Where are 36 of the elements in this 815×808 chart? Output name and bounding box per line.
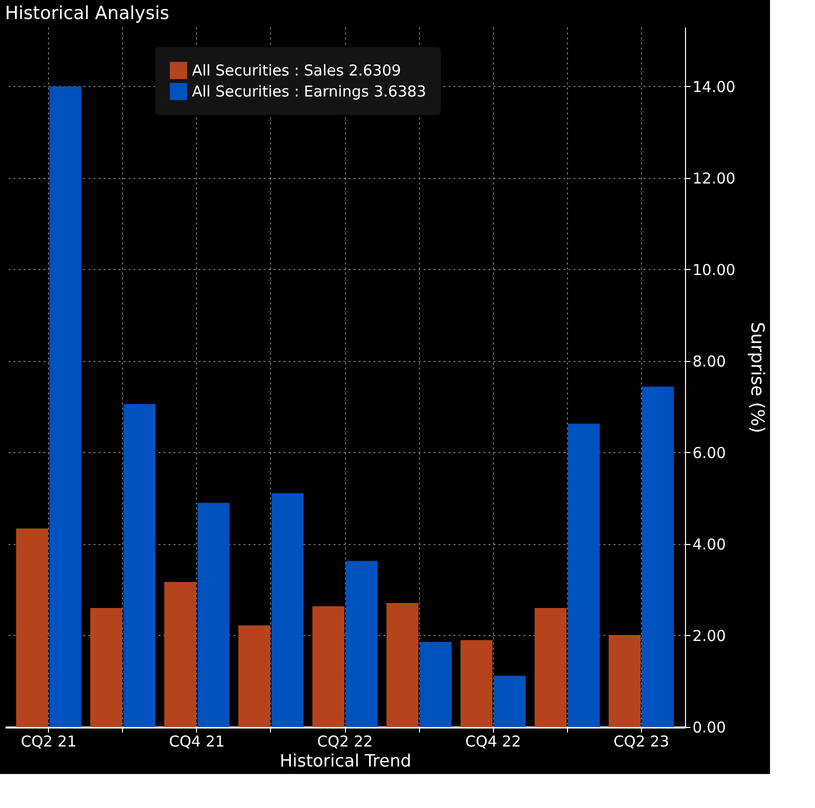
bar <box>568 424 600 727</box>
x-tick-label: CQ2 23 <box>613 732 670 750</box>
bar <box>346 560 378 727</box>
y-tick-label: 8.00 <box>692 352 726 370</box>
bar <box>608 635 641 727</box>
bar <box>642 386 674 727</box>
bar <box>312 606 344 727</box>
bar <box>49 86 82 727</box>
bar <box>534 608 567 727</box>
bar <box>16 528 48 727</box>
bar <box>272 493 304 727</box>
bar <box>198 502 230 727</box>
x-tick-label: CQ2 22 <box>317 732 373 750</box>
bar <box>238 625 270 727</box>
legend-label: All Securities : Earnings 3.6383 <box>192 82 426 100</box>
legend-label: All Securities : Sales 2.6309 <box>192 62 402 80</box>
bar <box>460 640 492 727</box>
bar <box>90 608 122 727</box>
bar <box>386 603 418 727</box>
x-axis-title: Historical Trend <box>280 752 412 772</box>
bar <box>164 582 196 727</box>
y-tick-label: 2.00 <box>692 626 726 645</box>
y-tick-label: 10.00 <box>692 260 736 279</box>
bar <box>494 676 526 727</box>
y-tick-label: 12.00 <box>692 169 736 188</box>
bar <box>123 404 156 727</box>
bar <box>420 642 452 727</box>
y-tick-label: 4.00 <box>692 535 726 554</box>
x-tick-label: CQ2 21 <box>20 732 77 750</box>
y-tick-label: 14.00 <box>692 78 736 96</box>
x-tick-label: CQ4 21 <box>169 732 225 750</box>
y-tick-label: 6.00 <box>692 444 726 462</box>
y-axis-title: Surprise (%) <box>746 322 768 434</box>
y-tick-label: 0.00 <box>692 718 726 736</box>
x-tick-label: CQ4 22 <box>465 732 521 750</box>
chart-title: Historical Analysis <box>5 3 170 24</box>
